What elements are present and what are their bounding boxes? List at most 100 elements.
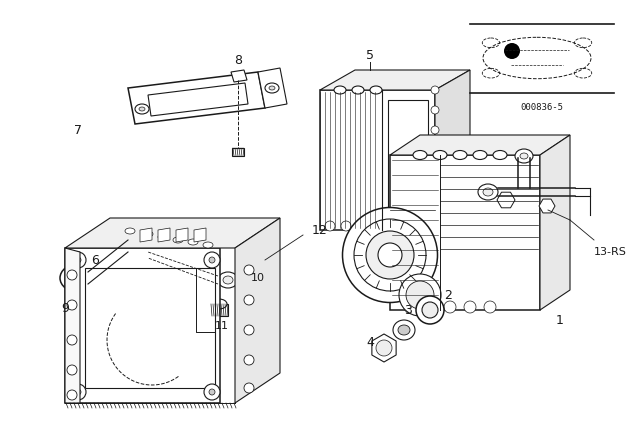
- Ellipse shape: [173, 237, 183, 243]
- Circle shape: [67, 270, 77, 280]
- Circle shape: [504, 43, 520, 59]
- Polygon shape: [194, 228, 206, 242]
- Text: 3: 3: [404, 303, 412, 316]
- Circle shape: [431, 146, 439, 154]
- Circle shape: [464, 301, 476, 313]
- Polygon shape: [320, 70, 470, 90]
- Text: 5: 5: [366, 48, 374, 61]
- Bar: [85, 268, 215, 388]
- Circle shape: [373, 221, 383, 231]
- Polygon shape: [65, 248, 80, 403]
- Circle shape: [67, 335, 77, 345]
- Ellipse shape: [413, 151, 427, 159]
- Circle shape: [244, 383, 254, 393]
- Ellipse shape: [218, 272, 238, 288]
- Ellipse shape: [203, 242, 213, 248]
- Polygon shape: [65, 218, 280, 248]
- Text: 12: 12: [312, 224, 328, 237]
- Ellipse shape: [269, 86, 275, 90]
- Ellipse shape: [515, 149, 533, 163]
- Circle shape: [75, 257, 81, 263]
- Ellipse shape: [354, 219, 426, 291]
- Ellipse shape: [473, 151, 487, 159]
- Circle shape: [244, 325, 254, 335]
- Circle shape: [431, 106, 439, 114]
- Polygon shape: [372, 334, 396, 362]
- Circle shape: [404, 301, 416, 313]
- Circle shape: [67, 390, 77, 400]
- Ellipse shape: [520, 153, 528, 159]
- Circle shape: [204, 384, 220, 400]
- Circle shape: [431, 206, 439, 214]
- Ellipse shape: [60, 264, 96, 292]
- Text: 13-RS: 13-RS: [593, 247, 627, 257]
- Text: 11: 11: [215, 321, 229, 331]
- Ellipse shape: [366, 231, 414, 279]
- Circle shape: [325, 221, 335, 231]
- Polygon shape: [539, 199, 555, 213]
- Text: 9: 9: [61, 302, 69, 314]
- Polygon shape: [231, 70, 247, 82]
- Polygon shape: [140, 228, 152, 242]
- Ellipse shape: [158, 234, 168, 240]
- Circle shape: [70, 384, 86, 400]
- Text: 2: 2: [444, 289, 452, 302]
- Circle shape: [70, 252, 86, 268]
- Circle shape: [431, 186, 439, 194]
- Ellipse shape: [67, 270, 89, 287]
- Circle shape: [75, 389, 81, 395]
- Polygon shape: [176, 228, 188, 242]
- Bar: [390, 155, 540, 310]
- Bar: [320, 90, 435, 230]
- Ellipse shape: [223, 276, 233, 284]
- Circle shape: [67, 300, 77, 310]
- Text: 4: 4: [366, 336, 374, 349]
- Text: 8: 8: [234, 53, 242, 66]
- Ellipse shape: [416, 296, 444, 324]
- Circle shape: [67, 365, 77, 375]
- Circle shape: [424, 301, 436, 313]
- Bar: [65, 248, 220, 403]
- Bar: [232, 148, 244, 156]
- Polygon shape: [390, 135, 570, 155]
- Ellipse shape: [370, 86, 382, 94]
- Circle shape: [244, 265, 254, 275]
- Circle shape: [357, 221, 367, 231]
- Circle shape: [431, 126, 439, 134]
- Ellipse shape: [73, 274, 83, 282]
- Circle shape: [244, 295, 254, 305]
- Ellipse shape: [483, 188, 493, 196]
- Polygon shape: [148, 83, 248, 116]
- Text: 6: 6: [91, 254, 99, 267]
- Ellipse shape: [211, 299, 227, 309]
- Ellipse shape: [398, 325, 410, 335]
- Circle shape: [431, 86, 439, 94]
- Circle shape: [209, 389, 215, 395]
- Ellipse shape: [399, 274, 441, 316]
- Bar: [388, 100, 428, 220]
- Ellipse shape: [265, 83, 279, 93]
- Ellipse shape: [334, 86, 346, 94]
- Circle shape: [444, 301, 456, 313]
- Circle shape: [244, 355, 254, 365]
- Circle shape: [484, 301, 496, 313]
- Ellipse shape: [135, 104, 149, 114]
- Polygon shape: [497, 192, 515, 208]
- Circle shape: [204, 252, 220, 268]
- Polygon shape: [128, 72, 265, 124]
- Ellipse shape: [125, 228, 135, 234]
- Text: 000836-5: 000836-5: [520, 103, 563, 112]
- Bar: [210, 304, 228, 316]
- Ellipse shape: [493, 151, 507, 159]
- Ellipse shape: [342, 207, 438, 302]
- Text: 7: 7: [74, 124, 82, 137]
- Ellipse shape: [453, 151, 467, 159]
- Polygon shape: [258, 68, 287, 108]
- Ellipse shape: [378, 243, 402, 267]
- Polygon shape: [540, 135, 570, 310]
- Bar: [131, 244, 139, 254]
- Ellipse shape: [352, 86, 364, 94]
- Circle shape: [376, 340, 392, 356]
- Ellipse shape: [393, 320, 415, 340]
- Ellipse shape: [139, 107, 145, 111]
